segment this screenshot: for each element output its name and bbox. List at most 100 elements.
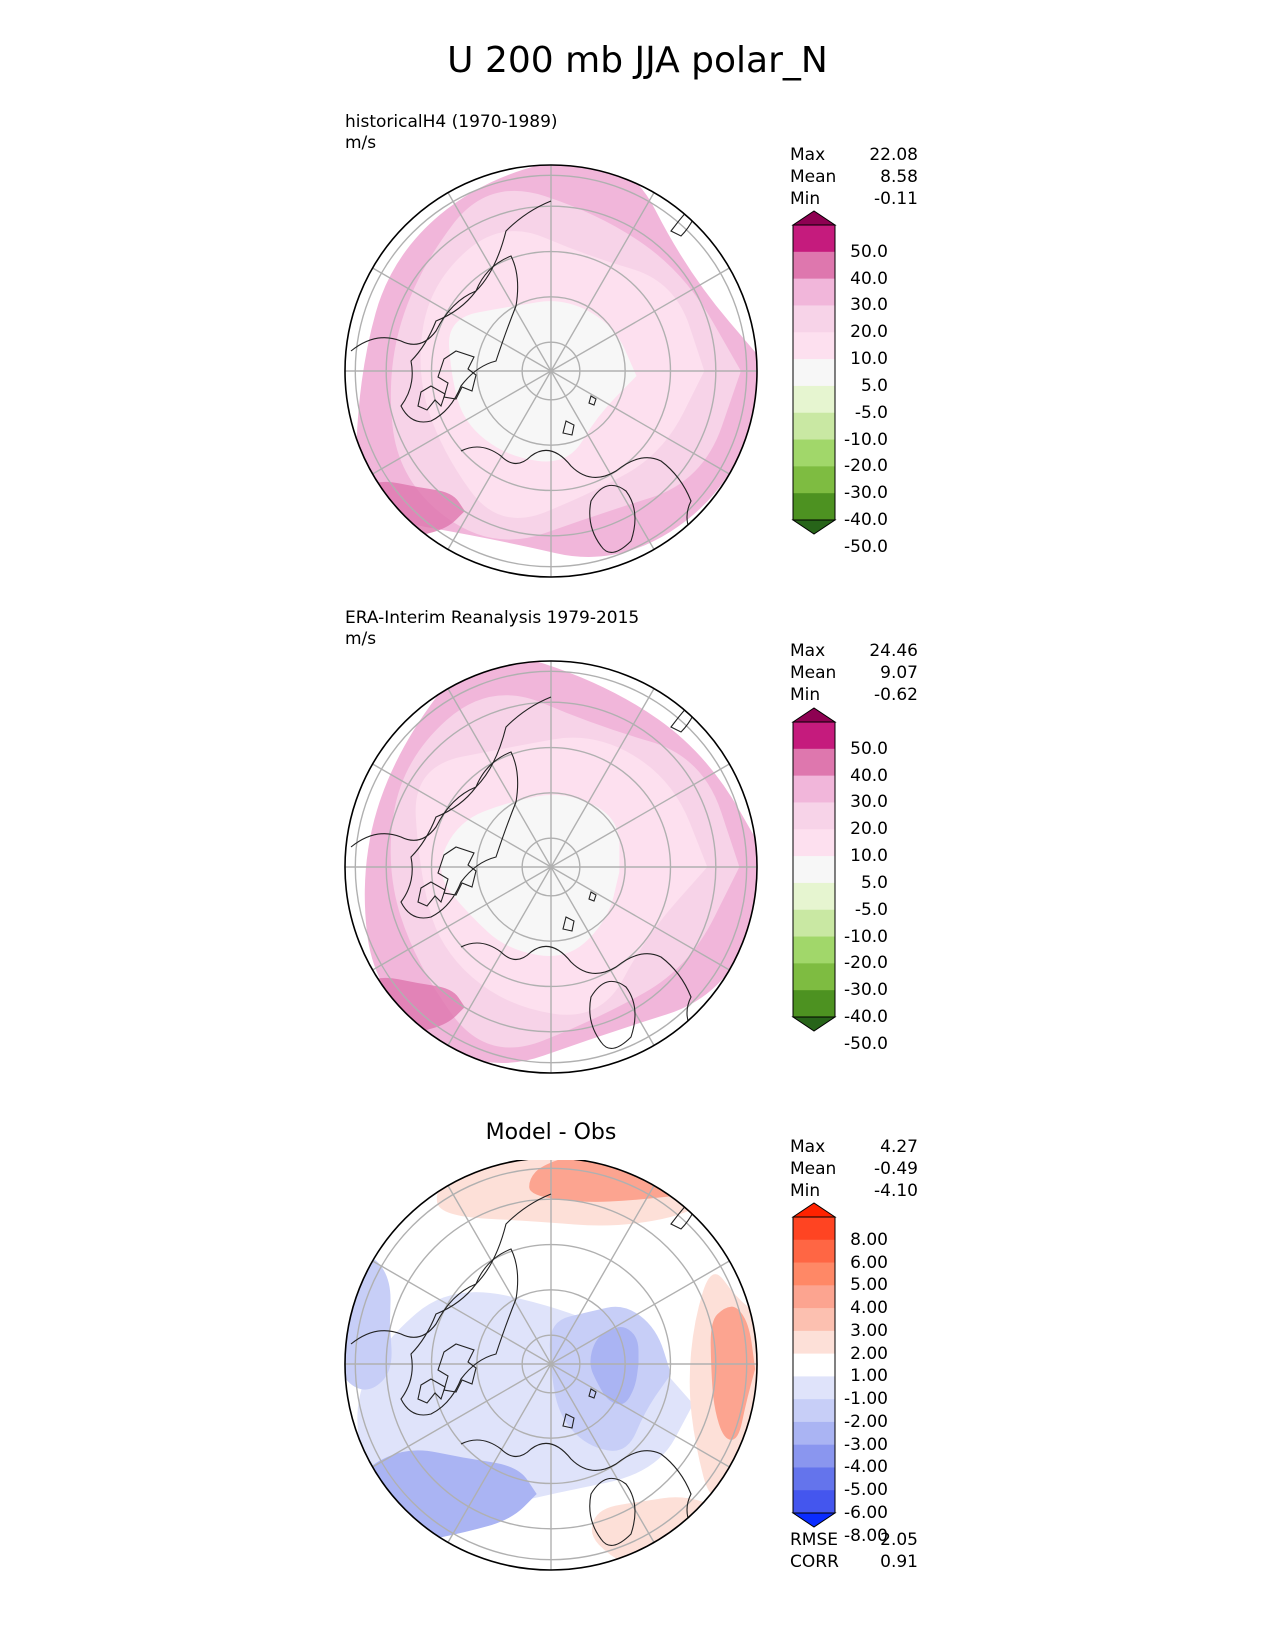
graticule <box>345 1160 757 1570</box>
colorbar-tick-label: -5.00 <box>844 1480 888 1501</box>
coastlines <box>350 1187 702 1546</box>
colorbar-tick-label: -50.0 <box>844 1033 888 1054</box>
colorbar-box <box>793 385 835 414</box>
colorbar-box <box>793 990 835 1018</box>
colorbar-tick-label: 10.0 <box>850 846 888 867</box>
graticule <box>345 165 757 577</box>
colorbar-tick-label: -5.0 <box>854 402 888 423</box>
corr-label: CORR <box>790 1552 839 1572</box>
panel2-colorbar-labels: 50.0 40.0 30.0 20.0 10.0 5.0 -5.0 -10.0 -20.0 -30… <box>836 722 888 1054</box>
map-boundary <box>344 164 758 578</box>
panel3-polar-map <box>344 1160 837 1571</box>
colorbar-tick-label: -8.00 <box>844 1525 888 1546</box>
colorbar-tick-label: 3.00 <box>850 1320 888 1341</box>
colorbar-box <box>793 1376 835 1400</box>
colorbar-tick-label: 10.0 <box>850 349 888 370</box>
panel1-max-value: 22.08 <box>869 145 918 165</box>
panel3-stats: Max 4.27 Mean -0.49 Min -4.10 <box>790 1136 918 1202</box>
colorbar-box <box>793 278 835 306</box>
colorbar-box <box>793 1353 835 1377</box>
colorbar-box <box>793 775 835 803</box>
polar-field <box>345 661 757 1073</box>
colorbar-box <box>793 1217 835 1241</box>
colorbar-tick-label: -30.0 <box>844 980 888 1001</box>
panel1-min-label: Min <box>790 189 821 209</box>
colorbar-tick-label: 8.00 <box>850 1229 888 1250</box>
graticule <box>345 661 757 1073</box>
colorbar-tick-label: 20.0 <box>850 819 888 840</box>
colorbar-tick-label: 4.00 <box>850 1298 888 1319</box>
colorbar-tick-label: 5.0 <box>860 872 888 893</box>
colorbar-box <box>793 963 835 991</box>
panel2-subtitle: ERA-Interim Reanalysis 1979-2015 m/s <box>345 608 639 650</box>
colorbar-box <box>793 305 835 333</box>
colorbar-tick-label: -40.0 <box>844 510 888 530</box>
panel1-mean-value: 8.58 <box>880 167 918 187</box>
panel3-max-label: Max <box>790 1137 826 1157</box>
colorbar-tick-label: 5.00 <box>850 1275 888 1296</box>
colorbar-box <box>793 359 835 387</box>
colorbar-box <box>793 802 835 830</box>
colorbar-box <box>793 748 835 777</box>
colorbar-extend-min <box>791 519 837 535</box>
colorbar-tick-label: -3.00 <box>844 1434 888 1455</box>
field-band-2.00 <box>710 1306 756 1440</box>
colorbar-tick-label: -2.00 <box>844 1411 888 1432</box>
corr-value: 0.91 <box>880 1552 918 1572</box>
colorbar-tick-label: 40.0 <box>850 765 888 786</box>
colorbar-extend-max <box>791 1202 837 1218</box>
colorbar-box <box>793 1308 835 1332</box>
panel2-max-label: Max <box>790 641 826 661</box>
colorbar-tick-label: -20.0 <box>844 456 888 477</box>
rmse-label: RMSE <box>790 1530 839 1550</box>
colorbar-tick-label: 30.0 <box>850 792 888 813</box>
panel1-units: m/s <box>345 133 377 153</box>
colorbar-tick-label: 50.0 <box>850 241 888 262</box>
panel1-max-label: Max <box>790 145 826 165</box>
panel3-title: Model - Obs <box>485 1120 617 1145</box>
panel2-stats: Max 24.46 Mean 9.07 Min -0.62 <box>790 640 918 706</box>
panel2-units: m/s <box>345 629 377 649</box>
panel3-min-label: Min <box>790 1181 821 1201</box>
colorbar-box <box>793 1262 835 1286</box>
colorbar-box <box>793 829 835 857</box>
colorbar-box <box>793 722 835 750</box>
panel3-colorbar-labels: 8.00 6.00 5.00 4.00 3.00 2.00 1.00 -1.00 -2.00 -3… <box>836 1217 888 1546</box>
colorbar-tick-label: -40.0 <box>844 1007 888 1027</box>
colorbar-tick-label: 50.0 <box>850 738 888 759</box>
panel1-subtitle: historicalH4 (1970-1989) m/s <box>345 112 558 154</box>
panel1-min-value: -0.11 <box>874 189 918 209</box>
panel2-mean-value: 9.07 <box>880 663 918 683</box>
colorbar-box <box>793 1467 835 1491</box>
map-boundary <box>344 1160 758 1571</box>
colorbar-box <box>793 909 835 938</box>
colorbar-box <box>793 1421 835 1446</box>
panel3-min-value: -4.10 <box>874 1181 918 1201</box>
colorbar-box <box>793 936 835 964</box>
colorbar-tick-label: 1.00 <box>850 1366 888 1387</box>
colorbar-box <box>793 1399 835 1423</box>
panel1-mean-label: Mean <box>790 167 837 187</box>
panel3-metrics: RMSE 2.05 CORR 0.91 <box>790 1529 918 1573</box>
colorbar-extend-min <box>791 1016 837 1032</box>
colorbar-tick-label: 20.0 <box>850 322 888 343</box>
panel3-max-value: 4.27 <box>880 1137 918 1157</box>
panel2-mean-label: Mean <box>790 663 837 683</box>
panel2-min-value: -0.62 <box>874 685 918 705</box>
panel2-polar-map <box>344 660 837 1074</box>
colorbar-tick-label: -10.0 <box>844 926 888 947</box>
field-band--4.00 <box>590 1327 639 1405</box>
colorbar-tick-label: -50.0 <box>844 536 888 557</box>
colorbar-box <box>793 1444 835 1468</box>
coastlines <box>350 690 702 1049</box>
panel1-stats: Max 22.08 Mean 8.58 Min -0.11 <box>790 144 918 210</box>
colorbar-tick-label: 30.0 <box>850 295 888 316</box>
panel3-mean-label: Mean <box>790 1159 837 1179</box>
colorbar-box <box>793 225 835 253</box>
colorbar-tick-label: -6.00 <box>844 1503 888 1523</box>
panel1-colorbar-labels: 50.0 40.0 30.0 20.0 10.0 5.0 -5.0 -10.0 -20.0 -30… <box>836 225 888 557</box>
figure-title: U 200 mb JJA polar_N <box>447 40 828 81</box>
colorbar <box>791 210 837 535</box>
colorbar <box>791 707 837 1032</box>
colorbar-tick-label: -30.0 <box>844 483 888 504</box>
